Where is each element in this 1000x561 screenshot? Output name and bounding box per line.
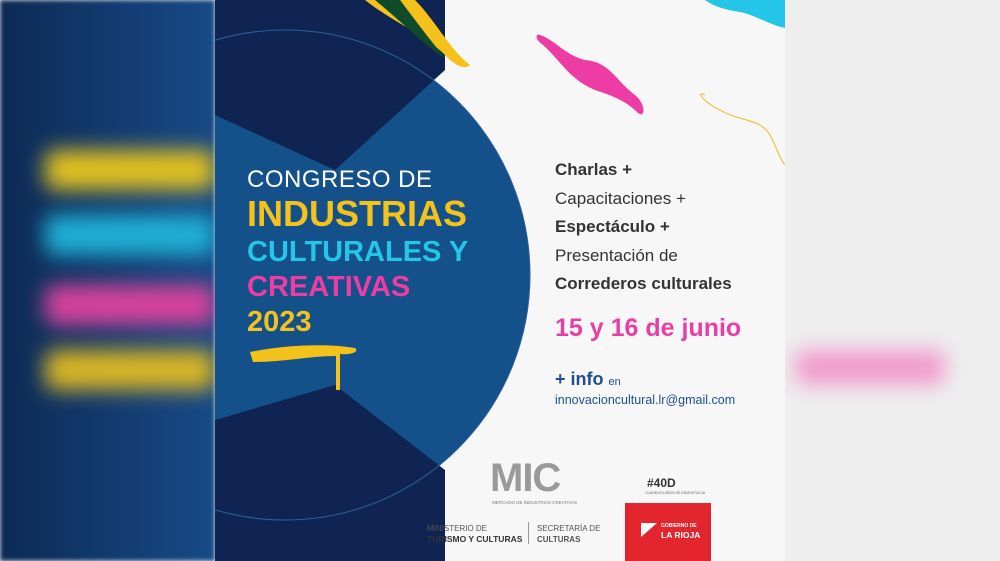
gov-line: GOBIERNO DE	[661, 523, 697, 529]
blur-band	[45, 285, 215, 325]
activity-item: Espectáculo +	[555, 217, 670, 236]
title-line: CONGRESO DE	[247, 166, 433, 193]
navy-shape-top	[215, 0, 445, 170]
secretary-logo: SECRETARÍA DE CULTURAS	[537, 523, 600, 545]
event-date: 15 y 16 de junio	[555, 314, 742, 342]
secretary-line: SECRETARÍA DE	[537, 524, 601, 533]
pink-splash	[536, 34, 644, 115]
activity-item: Presentación de	[555, 245, 678, 265]
activity-list: Charlas + Capacitaciones + Espectáculo +…	[555, 156, 732, 299]
more-info: + info en	[555, 369, 621, 392]
contact-email: innovacioncultural.lr@gmail.com	[555, 393, 736, 407]
event-title: CONGRESO DE INDUSTRIAS CULTURALES Y CREA…	[247, 168, 468, 337]
title-line: CREATIVAS	[247, 271, 411, 303]
la-rioja-map-icon	[641, 523, 657, 537]
navy-shape-bottom	[215, 385, 445, 561]
poster-artwork	[215, 0, 785, 561]
activity-item: Capacitaciones +	[555, 188, 686, 208]
yellow-line	[700, 93, 785, 166]
hashtag-logo: #40D	[647, 476, 676, 490]
activity-item: Correderos culturales	[555, 274, 732, 293]
circle-outline	[215, 29, 531, 521]
event-poster: CONGRESO DE INDUSTRIAS CULTURALES Y CREA…	[215, 0, 785, 561]
blur-band	[795, 350, 945, 385]
blurred-background-left	[0, 0, 215, 561]
green-splash	[375, 0, 445, 58]
activity-item: Charlas +	[555, 160, 633, 179]
hashtag-subtitle: CUARENTA AÑOS DE DEMOCRACIA	[645, 491, 706, 495]
blur-band	[45, 215, 215, 255]
title-year: 2023	[247, 306, 312, 338]
drip-underline	[250, 345, 357, 390]
gobierno-la-rioja-logo: GOBIERNO DE LA RIOJA	[625, 503, 711, 561]
divider	[528, 522, 529, 544]
blur-band	[45, 150, 215, 190]
secretary-line: CULTURAS	[537, 535, 581, 544]
mic-logo-subtitle: MERCADO DE INDUSTRIAS CREATIVAS	[492, 500, 578, 505]
ministry-line: TURISMO Y CULTURAS	[427, 534, 523, 544]
blurred-background-right	[785, 0, 1000, 561]
more-info-label: + info	[555, 369, 604, 389]
title-line: CULTURALES Y	[247, 236, 469, 268]
more-info-suffix: en	[608, 376, 621, 388]
ministry-logo: MINISTERIO DE TURISMO Y CULTURAS	[427, 523, 522, 545]
mic-logo: MIC	[490, 456, 561, 500]
ministry-line: MINISTERIO DE	[427, 524, 488, 533]
blur-band	[45, 350, 215, 390]
cyan-splash	[705, 0, 785, 28]
title-line: INDUSTRIAS	[247, 193, 468, 234]
gov-line: LA RIOJA	[661, 530, 701, 540]
